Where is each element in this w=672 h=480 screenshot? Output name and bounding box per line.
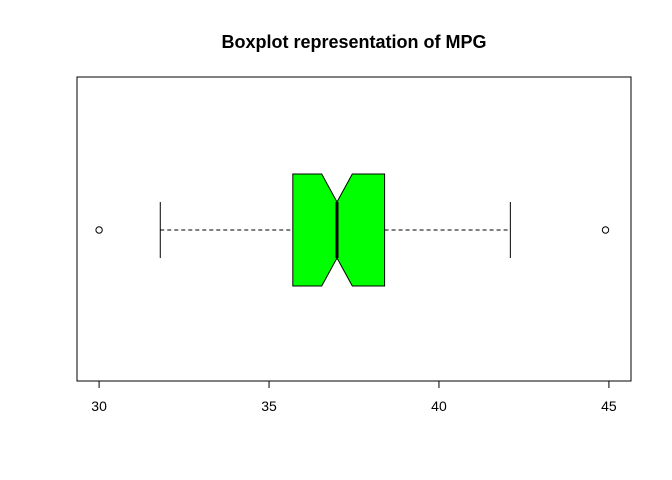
x-tick-label: 40 <box>431 398 447 414</box>
x-tick-label: 30 <box>91 398 107 414</box>
x-tick-label: 45 <box>601 398 617 414</box>
outlier-point-1 <box>95 226 103 234</box>
x-axis: 30 35 40 45 <box>91 380 617 414</box>
x-tick-label: 35 <box>261 398 277 414</box>
outlier-point-2 <box>601 226 610 234</box>
boxplot-marks <box>95 173 610 287</box>
notched-box <box>292 173 386 287</box>
chart-title: Boxplot representation of MPG <box>221 32 486 52</box>
